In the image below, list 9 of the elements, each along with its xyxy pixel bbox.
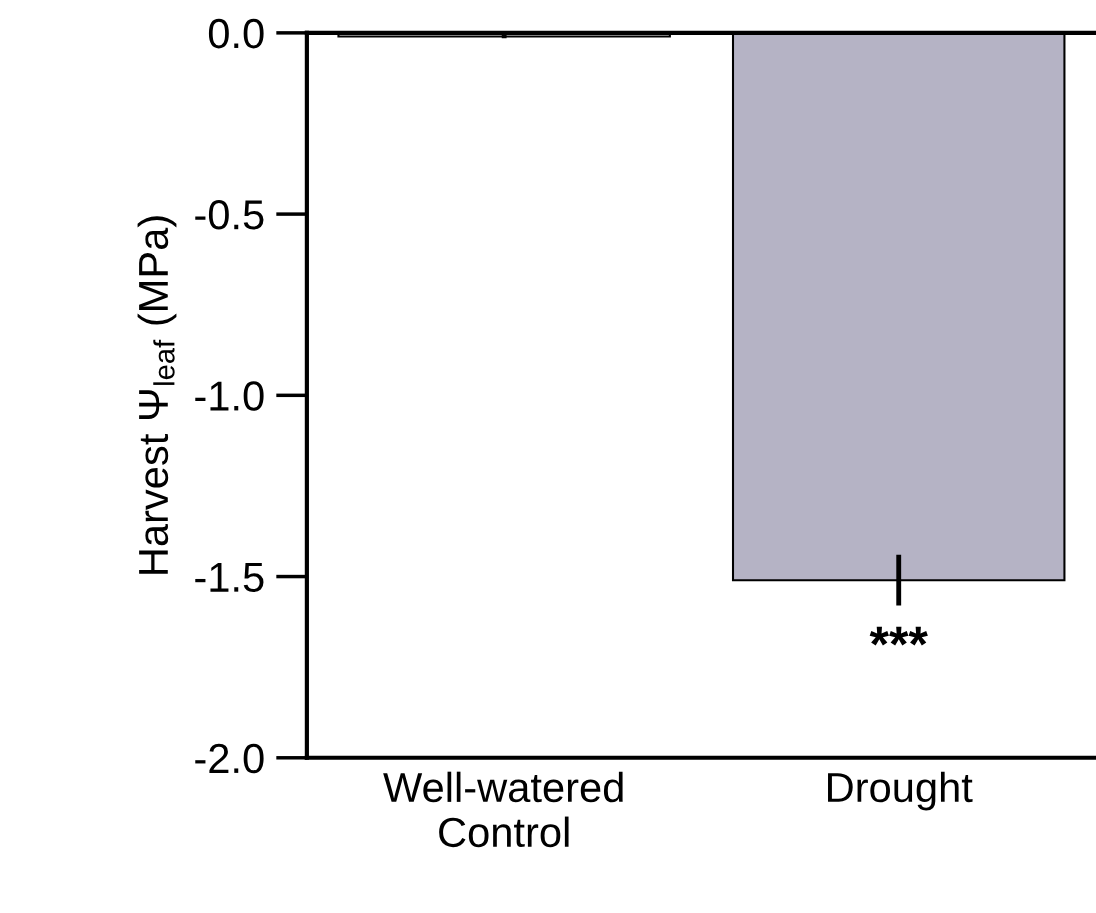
y-tick-label: -1.0 bbox=[195, 381, 264, 411]
y-tick-label: -1.5 bbox=[195, 562, 264, 593]
y-tick-label: -0.5 bbox=[195, 200, 264, 230]
y-axis-title: Harvest Ψ$_{leaf}$ (MPa) bbox=[137, 216, 177, 574]
y-tick-label: -2.0 bbox=[195, 743, 264, 774]
y-tick-label: 0.0 bbox=[208, 18, 264, 49]
x-tick-label: Drought bbox=[828, 771, 973, 811]
x-tick-label: Well-watered Control bbox=[383, 771, 623, 848]
annotation: *** bbox=[869, 626, 928, 646]
